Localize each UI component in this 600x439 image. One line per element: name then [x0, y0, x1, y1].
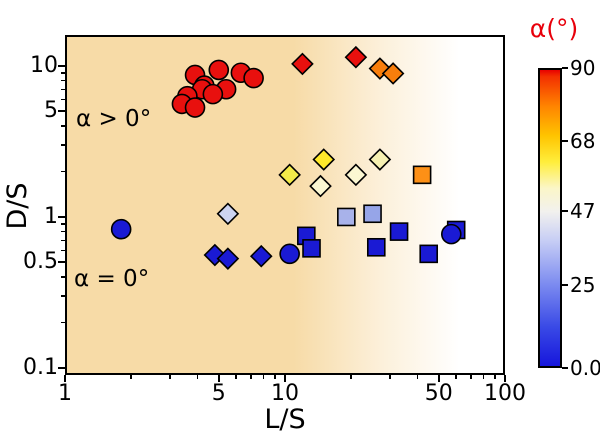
x-minor-tick-mark [389, 375, 391, 379]
y-tick-label: 10 [30, 52, 58, 78]
x-minor-tick-mark [250, 375, 252, 379]
colorbar-tick-label: 25 [570, 272, 596, 297]
annotation-alpha-zero: α = 0° [74, 266, 150, 292]
y-minor-tick-mark [61, 72, 65, 74]
colorbar-tick-label: 0.0 [570, 356, 600, 380]
x-minor-tick-mark [218, 375, 220, 379]
y-tick-label: 0.5 [23, 249, 58, 275]
y-tick-label: 1 [44, 203, 58, 229]
colorbar-tick-mark [562, 210, 568, 213]
plot-area [65, 35, 505, 375]
y-minor-tick-mark [61, 230, 65, 233]
x-minor-tick-mark [196, 375, 199, 379]
y-axis-label: D/S [2, 182, 33, 230]
x-minor-tick-mark [262, 375, 265, 379]
colorbar-tick-label: 68 [570, 129, 596, 154]
x-minor-tick-mark [416, 375, 419, 379]
y-tick-label: 0.1 [23, 355, 58, 381]
x-minor-tick-mark [470, 375, 472, 379]
colorbar-tick-mark [562, 283, 568, 286]
colorbar-tick-mark [562, 140, 568, 143]
y-minor-tick-mark [61, 88, 65, 90]
x-tick-label: 5 [211, 381, 226, 406]
x-tick-mark [504, 375, 506, 382]
y-tick-label: 5 [44, 98, 58, 124]
x-tick-mark [64, 375, 66, 382]
colorbar [538, 68, 562, 368]
y-tick-mark [58, 367, 65, 370]
annotation-alpha-positive: α > 0° [76, 106, 152, 132]
y-minor-tick-mark [61, 79, 65, 82]
x-minor-tick-mark [235, 375, 237, 379]
colorbar-tick-label: 90 [570, 56, 596, 80]
y-minor-tick-mark [61, 249, 65, 252]
y-minor-tick-mark [61, 125, 65, 127]
y-minor-tick-mark [61, 276, 65, 278]
x-minor-tick-mark [438, 375, 440, 379]
x-tick-mark [284, 375, 286, 382]
x-tick-label: 1 [58, 381, 72, 406]
colorbar-tick-mark [562, 67, 568, 69]
x-minor-tick-mark [494, 375, 496, 379]
x-tick-label: 50 [424, 381, 453, 406]
colorbar-title: α(°) [529, 14, 579, 43]
y-minor-tick-mark [61, 321, 65, 324]
x-minor-tick-mark [169, 375, 171, 379]
y-minor-tick-mark [61, 98, 65, 101]
x-minor-tick-mark [482, 375, 485, 379]
x-minor-tick-mark [130, 375, 132, 379]
y-minor-tick-mark [61, 144, 65, 146]
x-minor-tick-mark [350, 375, 352, 379]
colorbar-tick-label: 47 [570, 199, 596, 224]
y-tick-mark [58, 110, 65, 113]
y-minor-tick-mark [61, 223, 65, 225]
x-minor-tick-mark [274, 375, 276, 379]
x-tick-label: 100 [484, 381, 526, 406]
y-minor-tick-mark [61, 170, 65, 173]
y-minor-tick-mark [61, 295, 65, 297]
y-tick-mark [58, 261, 65, 264]
x-minor-tick-mark [455, 375, 457, 379]
x-tick-label: 10 [271, 381, 299, 406]
y-tick-mark [58, 215, 65, 218]
y-minor-tick-mark [61, 239, 65, 242]
y-tick-mark [58, 64, 65, 67]
x-axis-label: L/S [264, 404, 306, 435]
colorbar-tick-mark [562, 367, 568, 369]
